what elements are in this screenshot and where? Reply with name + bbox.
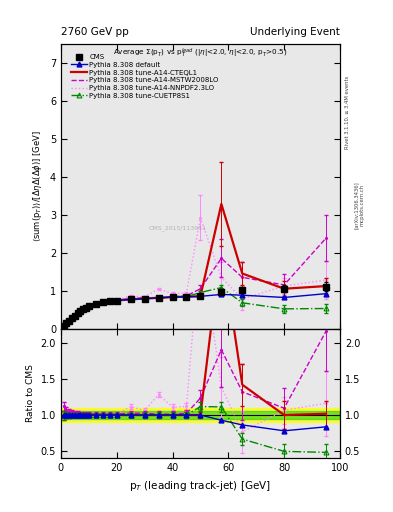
X-axis label: p$_T$ (leading track-jet) [GeV]: p$_T$ (leading track-jet) [GeV] — [129, 479, 272, 493]
Bar — [61, 412, 340, 419]
Bar — [61, 408, 340, 422]
Y-axis label: Ratio to CMS: Ratio to CMS — [26, 365, 35, 422]
Legend: CMS, Pythia 8.308 default, Pythia 8.308 tune-A14-CTEQL1, Pythia 8.308 tune-A14-M: CMS, Pythia 8.308 default, Pythia 8.308 … — [70, 53, 220, 100]
Text: Average $\Sigma$(p$_T$) vs p$_T^{lead}$ (|$\eta$|<2.0, $\eta$|<2.0, p$_T$>0.5): Average $\Sigma$(p$_T$) vs p$_T^{lead}$ … — [113, 47, 288, 60]
Y-axis label: $\langle$sum(p$_T$)$\rangle$/$[\Delta\eta\Delta(\Delta\phi)]$ [GeV]: $\langle$sum(p$_T$)$\rangle$/$[\Delta\et… — [31, 130, 44, 242]
Text: 2760 GeV pp: 2760 GeV pp — [61, 27, 129, 37]
Text: mcplots.cern.ch: mcplots.cern.ch — [360, 184, 365, 226]
Text: [arXiv:1306.3436]: [arXiv:1306.3436] — [354, 181, 359, 229]
Text: Underlying Event: Underlying Event — [250, 27, 340, 37]
Text: Rivet 3.1.10, ≥ 3.4M events: Rivet 3.1.10, ≥ 3.4M events — [345, 76, 350, 150]
Text: CMS_2015/113951: CMS_2015/113951 — [149, 225, 207, 230]
